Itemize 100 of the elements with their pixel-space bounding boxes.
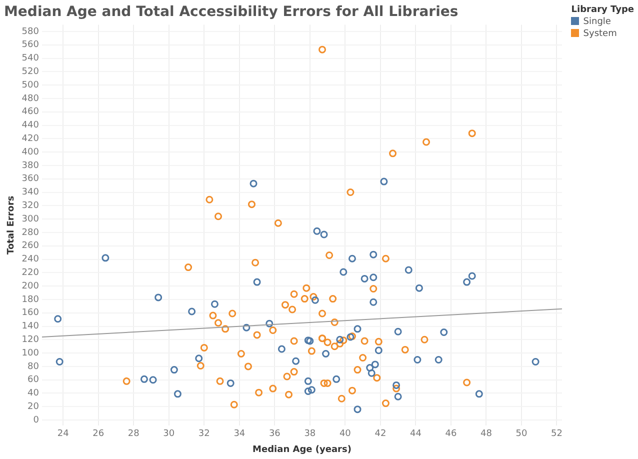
- x-tick-label: 44: [410, 429, 422, 440]
- y-tick-label: 460: [22, 107, 40, 118]
- legend-title: Library Type: [571, 4, 634, 16]
- x-tick-label: 30: [163, 429, 175, 440]
- point: [140, 375, 148, 383]
- x-tick-label: 50: [516, 429, 528, 440]
- point: [304, 336, 312, 344]
- point: [371, 360, 379, 368]
- point: [250, 180, 258, 188]
- legend-label: Single: [583, 17, 611, 27]
- point: [154, 294, 162, 302]
- y-tick-label: 240: [22, 254, 40, 265]
- y-tick-label: 140: [22, 322, 40, 332]
- y-tick-label: 580: [22, 26, 40, 37]
- y-tick-label: 520: [22, 67, 40, 78]
- y-tick-label: 260: [22, 241, 40, 252]
- point: [415, 284, 423, 292]
- point: [463, 278, 471, 286]
- point: [434, 356, 442, 364]
- legend-label: System: [583, 29, 617, 39]
- y-tick-label: 200: [22, 281, 40, 292]
- y-tick-label: 60: [28, 375, 40, 386]
- point: [226, 379, 234, 387]
- point: [532, 358, 540, 366]
- point: [56, 358, 64, 366]
- x-tick-label: 52: [550, 429, 562, 440]
- x-tick-label: 34: [234, 429, 246, 440]
- y-tick-label: 340: [22, 188, 40, 198]
- point: [404, 266, 412, 274]
- y-tick-label: 120: [22, 334, 40, 345]
- point: [242, 324, 250, 332]
- y-tick-label: 560: [22, 40, 40, 50]
- point: [188, 308, 196, 316]
- point: [354, 406, 362, 414]
- y-tick-label: 320: [22, 201, 40, 212]
- y-tick-label: 480: [22, 94, 40, 104]
- point: [54, 315, 62, 323]
- y-tick-label: 280: [22, 228, 40, 238]
- point: [475, 390, 483, 398]
- y-axis-title: Total Errors: [6, 196, 17, 254]
- y-tick-label: 80: [28, 362, 40, 372]
- y-tick-label: 300: [22, 214, 40, 224]
- y-tick-label: 440: [22, 120, 40, 131]
- y-tick-label: 180: [22, 294, 40, 305]
- point: [370, 250, 378, 258]
- point: [392, 381, 400, 389]
- point: [394, 392, 402, 400]
- point: [292, 357, 300, 365]
- point: [360, 274, 368, 282]
- point: [149, 376, 157, 384]
- x-axis-title: Median Age (years): [252, 444, 352, 455]
- point: [380, 178, 388, 186]
- point: [440, 328, 448, 336]
- x-tick-label: 32: [198, 429, 210, 440]
- y-tick-label: 20: [28, 402, 40, 412]
- y-tick-label: 220: [22, 268, 40, 278]
- point: [102, 254, 110, 262]
- y-tick-label: 500: [22, 80, 40, 90]
- y-tick-label: 540: [22, 54, 40, 64]
- point: [368, 369, 376, 377]
- x-tick-label: 26: [92, 429, 104, 440]
- point: [354, 325, 362, 333]
- point: [304, 377, 312, 385]
- point: [278, 345, 286, 353]
- x-tick-label: 48: [480, 429, 492, 440]
- point: [374, 346, 382, 354]
- x-tick-label: 42: [374, 429, 386, 440]
- point: [370, 274, 378, 282]
- x-tick-label: 38: [304, 429, 316, 440]
- point: [370, 298, 378, 306]
- x-tick-label: 24: [57, 429, 70, 440]
- y-tick-label: 400: [22, 147, 40, 158]
- point: [195, 354, 203, 362]
- point: [311, 296, 319, 304]
- point: [304, 387, 312, 395]
- y-tick-label: 0: [33, 415, 40, 426]
- point: [253, 278, 261, 286]
- point: [174, 390, 182, 398]
- x-tick-label: 28: [128, 429, 140, 440]
- point: [340, 268, 348, 276]
- chart-title: Median Age and Total Accessibility Errors for All Libraries: [4, 4, 458, 20]
- y-tick-label: 380: [22, 160, 40, 171]
- x-tick-label: 36: [268, 429, 281, 440]
- y-tick-label: 160: [22, 308, 40, 318]
- y-tick-label: 360: [22, 174, 40, 184]
- point: [210, 300, 218, 308]
- y-tick-label: 40: [28, 388, 40, 399]
- point: [348, 254, 356, 262]
- point: [320, 230, 328, 238]
- point: [332, 375, 340, 383]
- y-tick-label: 420: [22, 134, 40, 144]
- x-tick-label: 40: [339, 429, 352, 440]
- point: [468, 272, 476, 280]
- point: [322, 350, 330, 358]
- point: [366, 364, 374, 372]
- point: [306, 337, 314, 345]
- point: [266, 320, 274, 328]
- point: [170, 366, 178, 374]
- point: [394, 328, 402, 336]
- point: [336, 336, 344, 344]
